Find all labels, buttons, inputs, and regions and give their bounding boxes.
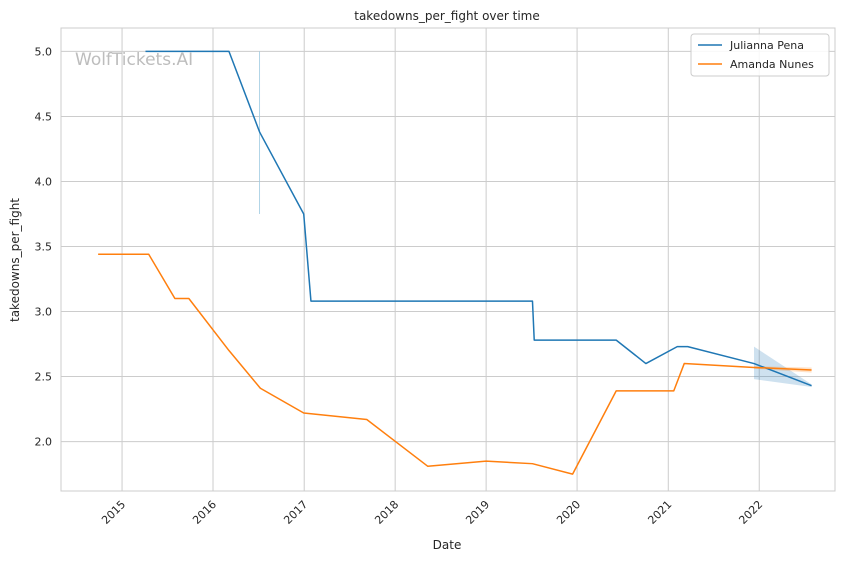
x-tick-label: 2016 bbox=[190, 498, 219, 527]
x-tick-label: 2022 bbox=[736, 498, 765, 527]
y-tick-labels: 2.0 2.5 3.0 3.5 4.0 4.5 5.0 bbox=[35, 45, 53, 448]
y-gridlines bbox=[61, 50, 835, 443]
y-tick-label: 4.5 bbox=[35, 110, 53, 123]
watermark: WolfTickets.AI bbox=[75, 50, 193, 70]
x-tick-label: 2020 bbox=[554, 498, 583, 527]
y-axis-label: takedowns_per_fight bbox=[8, 198, 22, 322]
y-tick-label: 5.0 bbox=[35, 45, 53, 58]
legend-box bbox=[690, 33, 830, 77]
x-tick-label: 2018 bbox=[372, 498, 401, 527]
series-line bbox=[145, 50, 812, 387]
x-tick-label: 2015 bbox=[99, 498, 128, 527]
y-tick-label: 2.5 bbox=[35, 371, 53, 384]
chart-title: takedowns_per_fight over time bbox=[354, 9, 540, 23]
legend: Julianna Pena Amanda Nunes bbox=[690, 33, 830, 77]
series-line bbox=[98, 253, 812, 475]
legend-label: Julianna Pena bbox=[729, 39, 804, 52]
x-axis-label: Date bbox=[433, 538, 462, 552]
x-tick-label: 2017 bbox=[281, 498, 310, 527]
y-tick-label: 2.0 bbox=[35, 436, 53, 449]
x-tick-label: 2021 bbox=[645, 498, 674, 527]
y-tick-label: 3.5 bbox=[35, 240, 53, 253]
x-tick-label: 2019 bbox=[463, 498, 492, 527]
y-tick-label: 4.0 bbox=[35, 175, 53, 188]
series-lines bbox=[98, 50, 812, 475]
plot-area bbox=[60, 27, 836, 492]
confidence-band bbox=[754, 346, 812, 387]
x-gridlines bbox=[121, 28, 760, 491]
legend-label: Amanda Nunes bbox=[730, 58, 814, 71]
x-tick-labels: 2015 2016 2017 2018 2019 2020 2021 2022 bbox=[99, 498, 765, 527]
y-tick-label: 3.0 bbox=[35, 306, 53, 319]
